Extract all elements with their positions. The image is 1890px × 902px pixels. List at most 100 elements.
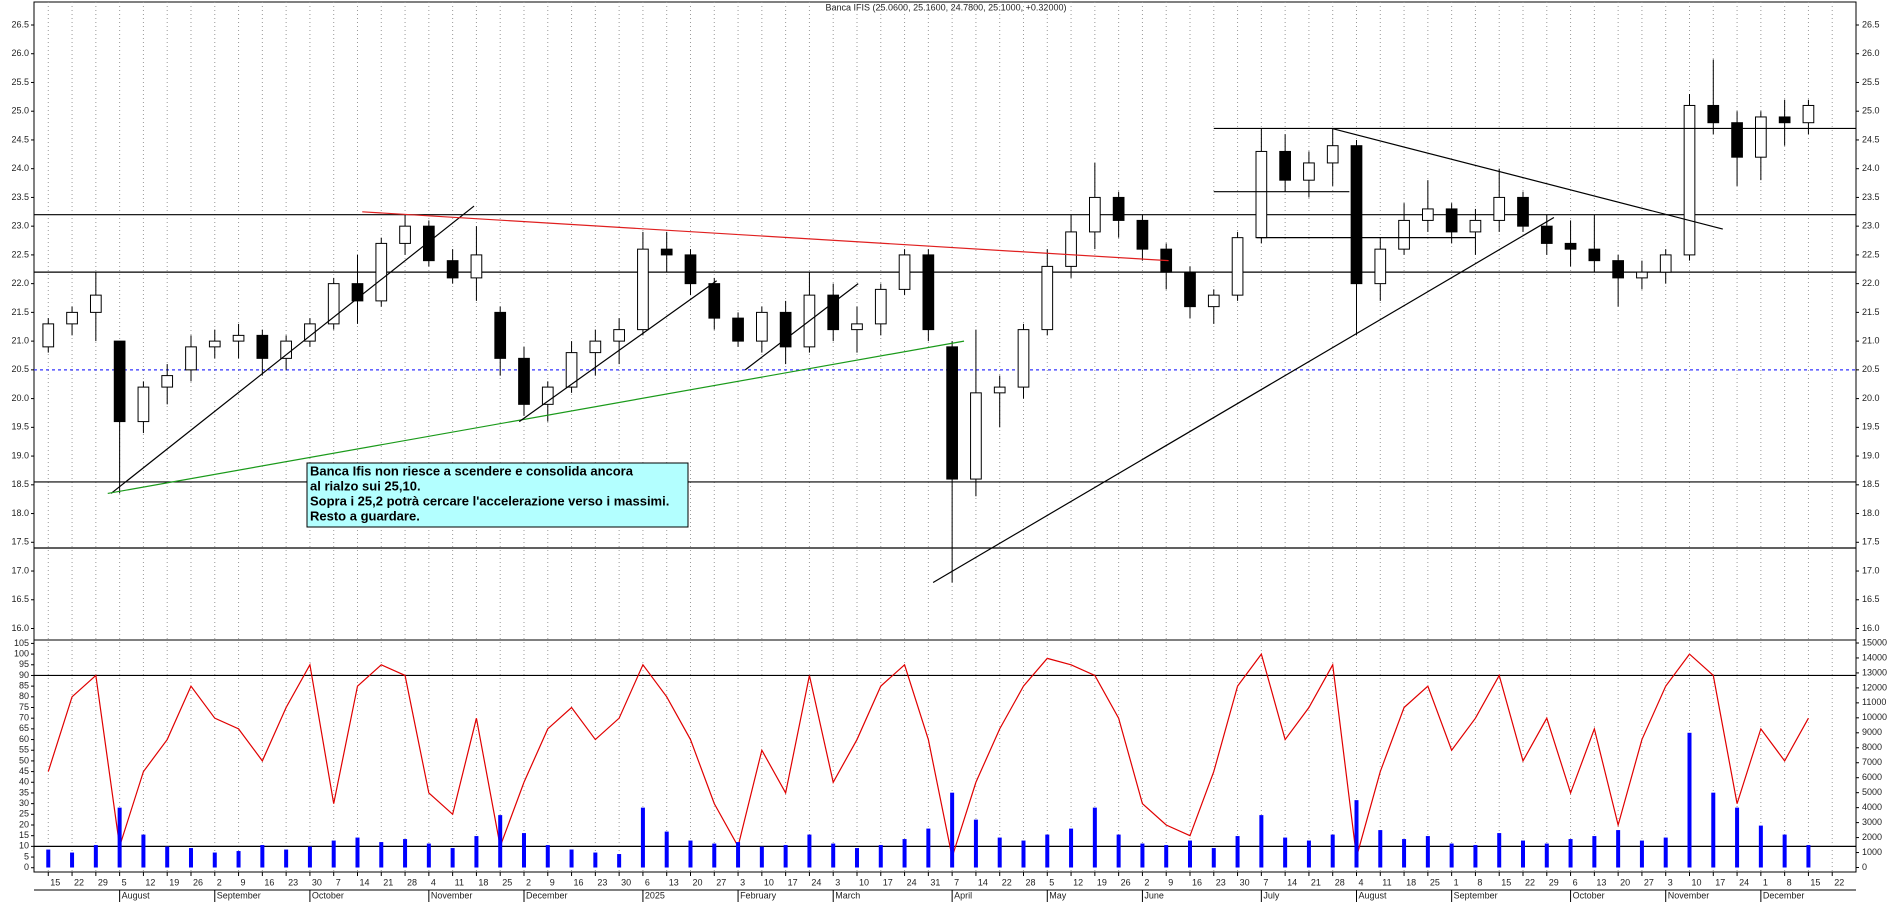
y2-tick-label: 7000 [1862,757,1882,767]
y-tick-label-right: 26.0 [1862,48,1880,58]
volume-bar [1045,834,1050,868]
volume-bar [331,840,336,868]
y-tick-label: 17.0 [11,565,29,575]
candle-body [946,346,958,480]
volume-bar [70,852,75,868]
volume-bar [1687,732,1692,868]
candle-body [208,340,221,348]
trend-line [1331,127,1723,230]
volume-bar [188,848,193,868]
x-tick-label: 5 [122,877,127,887]
x-tick-label: 26 [193,877,203,887]
volume-bar [1378,830,1383,868]
y2-tick-label: 13000 [1862,667,1887,677]
volume-bar [545,845,550,868]
y-tick-label: 65 [19,723,29,733]
x-tick-label: 17 [1715,877,1725,887]
month-label: December [526,890,568,900]
volume-bar [1140,843,1145,868]
volume-bar [1425,836,1430,868]
x-tick-label: 20 [1620,877,1630,887]
volume-bar [165,846,170,868]
volume-bar [403,839,408,868]
trend-line [110,205,475,494]
y-tick-label-right: 23.5 [1862,192,1880,202]
x-tick-label: 6 [1573,877,1578,887]
x-tick-label: 22 [1525,877,1535,887]
volume-bar [117,807,122,868]
volume-bar [1092,807,1097,868]
x-tick-label: 13 [1596,877,1606,887]
candle-body [89,294,102,313]
y-tick-label: 20.0 [11,393,29,403]
month-label: November [1668,890,1710,900]
candle-body [1088,196,1101,233]
candle-body [755,311,768,342]
x-tick-label: 21 [383,877,393,887]
volume-bar [950,792,955,868]
volume-bar [1639,840,1644,868]
x-tick-label: 22 [1002,877,1012,887]
x-tick-label: 23 [288,877,298,887]
volume-bar [1592,836,1597,868]
volume-bar [284,849,289,868]
volume-bar [1497,833,1502,868]
x-tick-label: 2 [526,877,531,887]
y-tick-label: 25 [19,809,29,819]
candle-body [874,288,887,325]
x-tick-label: 19 [1097,877,1107,887]
y-tick-label-right: 24.0 [1862,163,1880,173]
oscillator-panel-frame [33,639,1857,873]
candle-body [1540,225,1553,244]
y-tick-label: 21.5 [11,307,29,317]
candle-body [1374,248,1387,285]
y-tick-label-right: 26.5 [1862,19,1880,29]
x-tick-label: 30 [312,877,322,887]
month-label: March [835,890,860,900]
volume-bar [1616,830,1621,868]
volume-bar [617,854,622,868]
y-tick-label: 17.5 [11,537,29,547]
x-tick-label: 31 [930,877,940,887]
x-tick-label: 9 [1168,877,1173,887]
candle-body [137,386,150,423]
y-tick-label: 15 [19,830,29,840]
trend-line [362,211,1169,262]
y2-tick-label: 9000 [1862,727,1882,737]
volume-bar [1211,848,1216,868]
volume-bar [759,846,764,868]
y-tick-label: 26.5 [11,19,29,29]
month-label: September [217,890,261,900]
y2-tick-label: 1000 [1862,847,1882,857]
x-tick-label: 4 [431,877,436,887]
month-label: 2025 [645,890,665,900]
x-tick-label: 3 [740,877,745,887]
y-tick-label: 16.5 [11,594,29,604]
trend-line [932,217,1555,584]
volume-bar [1330,834,1335,868]
candle-body [898,254,911,290]
x-tick-label: 28 [1025,877,1035,887]
y-tick-label: 24.0 [11,163,29,173]
volume-bar [474,836,479,868]
candle-body [1493,196,1506,221]
x-tick-label: 10 [1691,877,1701,887]
x-tick-label: 6 [645,877,650,887]
volume-bar [1259,815,1264,868]
oscillator-line [47,652,1809,860]
candle-body [256,334,269,359]
x-tick-label: 14 [359,877,369,887]
x-tick-label: 22 [1834,877,1844,887]
y-tick-label: 20 [19,819,29,829]
candle-body [565,352,578,388]
candle-body [327,283,340,325]
candle-body [1303,162,1315,181]
month-label: July [1263,890,1280,900]
y-tick-label: 21.0 [11,335,29,345]
y-tick-label: 5 [24,851,29,861]
volume-bar [1758,825,1763,868]
y2-tick-label: 14000 [1862,652,1887,662]
x-tick-label: 2 [217,877,222,887]
candle-body [637,248,649,331]
y-tick-label: 75 [19,702,29,712]
